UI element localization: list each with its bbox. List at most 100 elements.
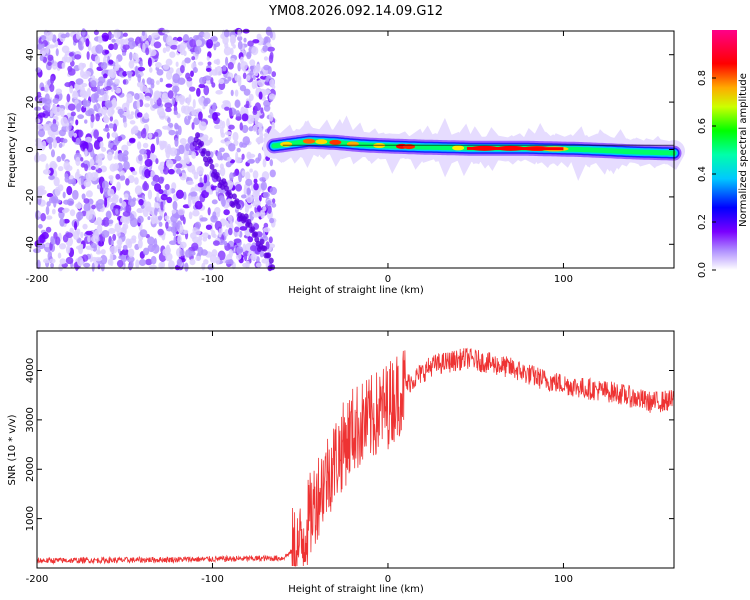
noise-speckle <box>256 122 263 128</box>
noise-speckle <box>41 97 47 104</box>
noise-speckle <box>246 51 252 60</box>
noise-speckle <box>213 124 222 130</box>
noise-speckle <box>263 64 271 71</box>
noise-speckle <box>194 45 202 55</box>
noise-speckle <box>165 83 173 88</box>
colorbar-label: Normalized spectral amplitude <box>738 73 749 227</box>
noise-speckle <box>75 156 81 166</box>
noise-speckle <box>119 174 126 181</box>
noise-speckle <box>127 39 136 50</box>
noise-speckle <box>147 236 155 246</box>
noise-speckle <box>75 119 79 126</box>
noise-speckle <box>157 228 164 236</box>
noise-speckle <box>113 163 119 171</box>
noise-streak <box>250 226 256 233</box>
noise-speckle <box>153 131 159 137</box>
noise-speckle <box>219 147 225 153</box>
noise-speckle <box>215 58 221 66</box>
noise-speckle <box>101 106 108 116</box>
noise-speckle <box>183 229 189 235</box>
noise-speckle <box>90 93 98 103</box>
noise-speckle <box>190 191 198 197</box>
noise-speckle <box>203 259 209 265</box>
noise-speckle <box>117 152 125 162</box>
noise-speckle <box>107 188 115 197</box>
noise-speckle <box>75 211 84 221</box>
noise-speckle <box>84 100 91 107</box>
noise-speckle <box>115 173 121 180</box>
noise-speckle <box>196 166 204 175</box>
noise-speckle <box>45 125 50 131</box>
noise-speckle <box>47 44 56 49</box>
noise-speckle <box>165 221 169 229</box>
noise-speckle <box>217 250 226 261</box>
noise-speckle <box>223 46 232 56</box>
noise-speckle <box>110 34 114 39</box>
noise-speckle <box>159 77 164 83</box>
noise-speckle <box>178 144 185 155</box>
noise-speckle <box>235 184 243 192</box>
noise-streak <box>199 140 205 147</box>
noise-speckle <box>272 198 276 204</box>
noise-speckle <box>247 153 256 158</box>
noise-speckle <box>237 62 241 72</box>
noise-speckle <box>46 44 50 55</box>
noise-speckle <box>115 58 119 68</box>
noise-speckle <box>198 111 203 121</box>
noise-speckle <box>250 253 258 261</box>
noise-speckle <box>112 233 117 241</box>
signal-hotspot <box>302 138 315 144</box>
noise-speckle <box>252 109 258 115</box>
noise-speckle <box>148 35 152 42</box>
noise-speckle <box>121 248 129 256</box>
noise-speckle <box>130 111 135 116</box>
y-tick-label: 20 <box>25 96 36 109</box>
noise-speckle <box>164 183 170 191</box>
noise-speckle <box>50 123 59 133</box>
noise-speckle <box>214 67 218 76</box>
noise-speckle <box>76 256 84 267</box>
noise-speckle <box>80 231 84 239</box>
noise-speckle <box>245 228 251 237</box>
noise-speckle <box>252 39 260 44</box>
noise-speckle <box>243 186 247 197</box>
noise-speckle <box>135 259 140 269</box>
noise-speckle <box>237 40 243 50</box>
noise-speckle <box>177 234 182 245</box>
noise-speckle <box>174 87 178 97</box>
noise-speckle <box>259 177 266 182</box>
noise-speckle <box>47 61 52 66</box>
noise-speckle <box>203 31 211 40</box>
noise-speckle <box>202 237 208 242</box>
noise-speckle <box>38 128 46 138</box>
noise-speckle <box>197 61 204 66</box>
noise-speckle <box>252 195 260 200</box>
noise-speckle <box>191 109 197 116</box>
noise-speckle <box>154 61 162 68</box>
noise-speckle <box>122 71 128 77</box>
noise-speckle <box>81 254 89 262</box>
noise-speckle <box>150 143 156 154</box>
noise-speckle <box>198 121 207 131</box>
noise-speckle <box>229 172 234 181</box>
noise-speckle <box>199 217 208 222</box>
noise-speckle <box>256 36 264 46</box>
noise-streak <box>224 185 230 192</box>
noise-speckle <box>90 235 99 243</box>
noise-speckle <box>223 209 230 216</box>
noise-speckle <box>52 97 59 105</box>
noise-speckle <box>255 262 262 268</box>
noise-speckle <box>174 137 179 147</box>
noise-speckle <box>225 259 234 265</box>
noise-speckle <box>241 113 249 122</box>
noise-speckle <box>127 37 135 42</box>
noise-speckle <box>177 77 186 85</box>
noise-speckle <box>139 61 143 68</box>
noise-speckle <box>255 157 260 164</box>
noise-speckle <box>114 222 121 233</box>
noise-speckle <box>109 252 114 262</box>
noise-speckle <box>73 132 78 138</box>
noise-speckle <box>38 224 43 229</box>
noise-speckle <box>256 205 262 212</box>
